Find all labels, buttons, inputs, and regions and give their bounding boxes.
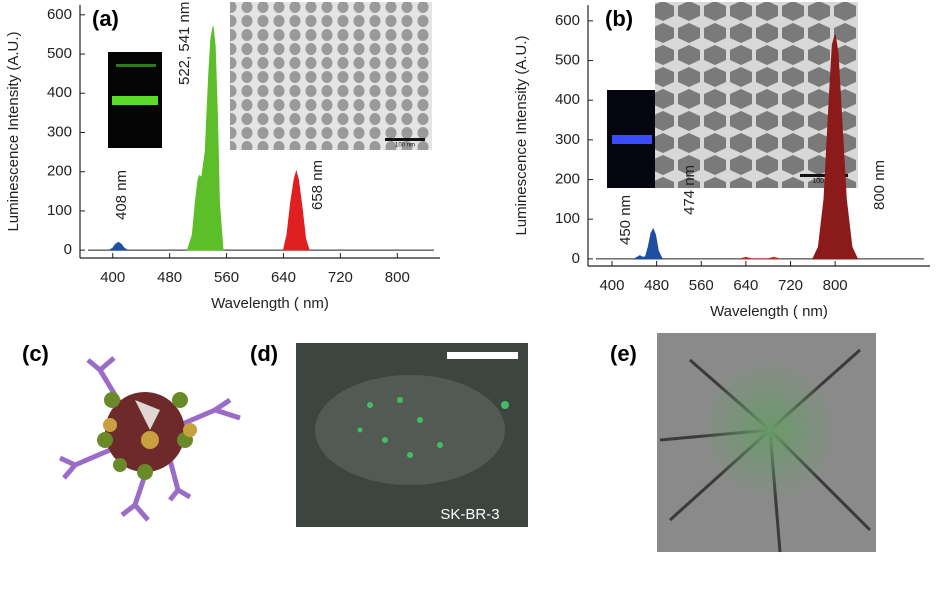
y-tick-label: 0 — [64, 241, 72, 258]
x-axis-title: Wavelength ( nm) — [710, 303, 828, 320]
peak-annotation: 474 nm — [681, 165, 698, 215]
scale-bar — [385, 138, 425, 141]
x-tick-label: 400 — [599, 277, 624, 294]
y-tick-label: 300 — [47, 123, 72, 140]
y-tick-label: 400 — [47, 84, 72, 101]
y-tick-label: 200 — [555, 170, 580, 187]
spectrum-peak — [108, 241, 128, 251]
spectrum-peak — [740, 256, 780, 260]
x-tick-label: 720 — [778, 277, 803, 294]
x-tick-label: 640 — [733, 277, 758, 294]
peak-annotation: 408 nm — [113, 170, 130, 220]
spectrum-peak — [812, 34, 859, 260]
y-tick-label: 500 — [47, 45, 72, 62]
inset-band — [112, 96, 158, 105]
peak-annotation: 658 nm — [309, 160, 326, 210]
y-tick-label: 100 — [47, 202, 72, 219]
spectrum-peak — [186, 26, 224, 251]
y-axis-title: Luminescence Intensity (A.U.) — [5, 31, 22, 231]
x-tick-label: 720 — [328, 269, 353, 286]
y-tick-label: 0 — [572, 250, 580, 267]
spectrum-peak — [282, 169, 310, 251]
y-tick-label: 500 — [555, 52, 580, 69]
peak-annotation: 522, 541 nm — [176, 2, 193, 85]
x-axis-title: Wavelength ( nm) — [211, 295, 329, 312]
scale-label: 100 nm — [812, 178, 836, 185]
y-tick-label: 400 — [555, 91, 580, 108]
green-glow — [700, 360, 840, 500]
x-tick-label: 800 — [823, 277, 848, 294]
y-tick-label: 600 — [555, 12, 580, 29]
y-tick-label: 600 — [47, 6, 72, 23]
panel-label: (e) — [610, 341, 637, 366]
tem-image — [655, 2, 858, 188]
cell-line-label: SK-BR-3 — [440, 506, 499, 523]
y-tick-label: 300 — [555, 131, 580, 148]
peak-annotation: 800 nm — [871, 160, 888, 210]
peak-annotation: 450 nm — [617, 195, 634, 245]
scale-label: 100 nm — [395, 143, 415, 149]
x-tick-label: 560 — [214, 269, 239, 286]
scale-bar — [800, 174, 848, 177]
x-tick-label: 480 — [644, 277, 669, 294]
cell — [315, 375, 505, 485]
scale-bar — [447, 352, 518, 359]
x-tick-label: 640 — [271, 269, 296, 286]
panel-label: (d) — [250, 341, 278, 366]
panel-label: (a) — [92, 6, 119, 31]
tem-image — [230, 2, 432, 150]
x-tick-label: 560 — [689, 277, 714, 294]
facet — [135, 400, 160, 430]
green-spots — [357, 397, 509, 458]
x-tick-label: 400 — [100, 269, 125, 286]
inset-band — [612, 135, 652, 144]
y-tick-label: 200 — [47, 163, 72, 180]
linkers — [103, 418, 197, 449]
y-axis-title: Luminescence Intensity (A.U.) — [513, 35, 530, 235]
y-tick-label: 100 — [555, 210, 580, 227]
inset-band — [116, 64, 156, 67]
panel-label: (b) — [605, 6, 633, 31]
nanoparticle — [105, 392, 185, 472]
x-tick-label: 480 — [157, 269, 182, 286]
panel-label: (c) — [22, 341, 49, 366]
spectrum-peak — [632, 227, 664, 260]
x-tick-label: 800 — [385, 269, 410, 286]
